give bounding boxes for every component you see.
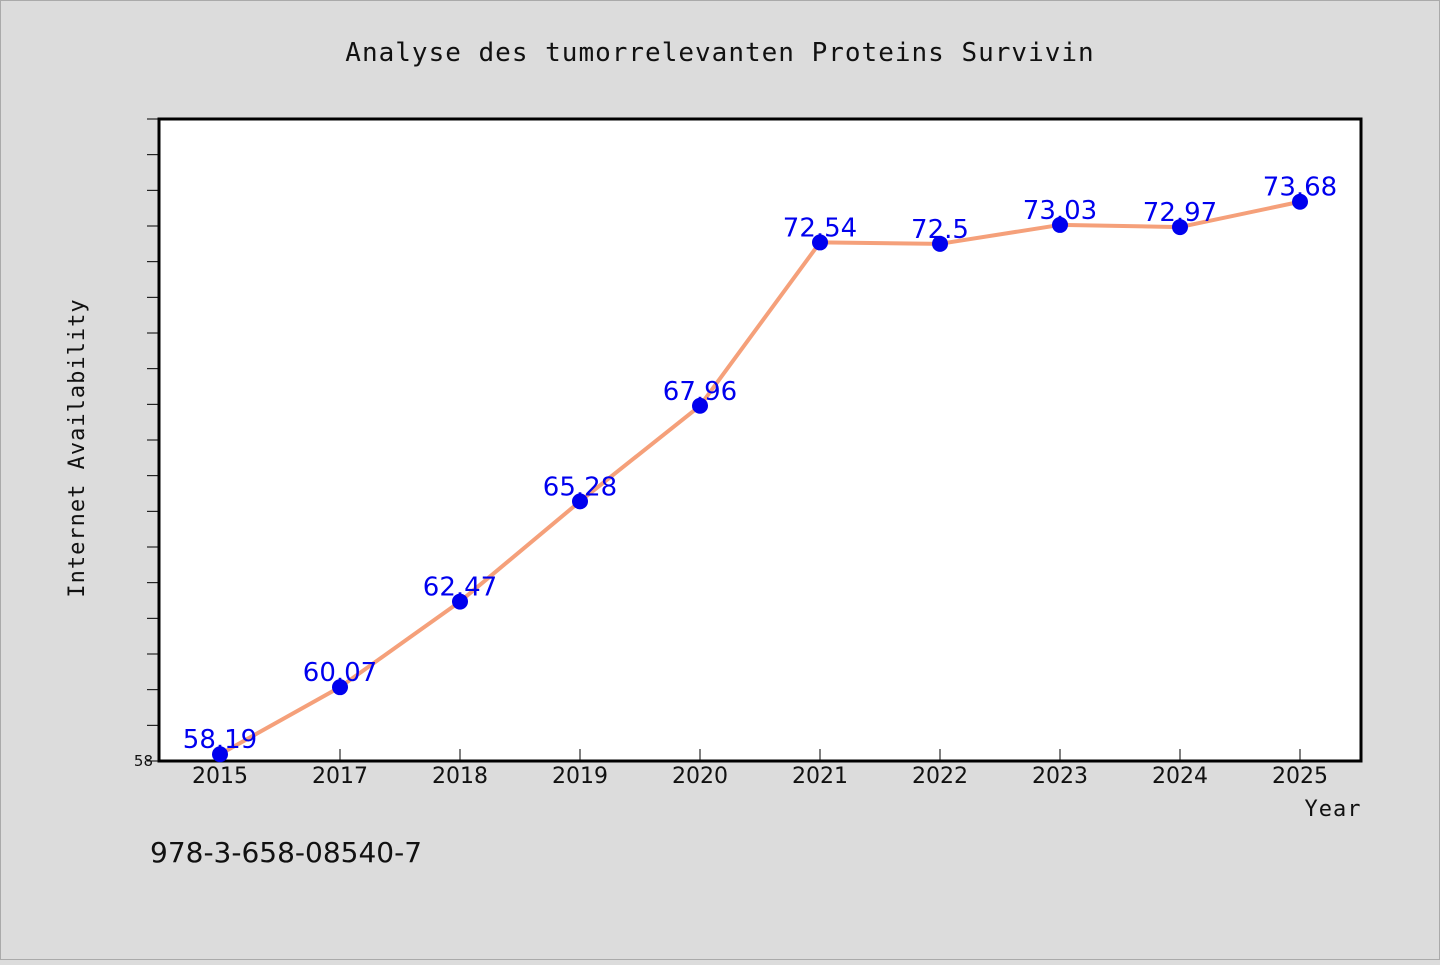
chart-title: Analyse des tumorrelevanten Proteins Sur… (345, 38, 1094, 68)
data-point (932, 235, 948, 252)
data-label: 73.03 (1023, 196, 1097, 226)
data-point (572, 493, 588, 510)
x-tick-label: 2018 (432, 764, 488, 789)
data-point (332, 679, 348, 696)
data-point (692, 397, 708, 414)
x-tick-label: 2019 (552, 764, 608, 789)
data-label-layer: 58.19 60.07 62.47 65.28 67.96 72.54 72.5 73.03 7… (183, 173, 1337, 755)
x-tick-label: 2015 (192, 764, 248, 789)
x-tick-label: 2022 (912, 764, 968, 789)
data-label: 72.5 (911, 215, 969, 245)
data-label: 60.07 (303, 658, 377, 688)
series-line (219, 199, 1301, 756)
data-label: 58.19 (183, 725, 257, 755)
data-label: 73.68 (1263, 173, 1337, 203)
y-axis-label: Internet Availability (65, 298, 90, 597)
data-label: 65.28 (543, 472, 617, 502)
data-point (1052, 216, 1068, 233)
data-point (812, 234, 828, 251)
data-label: 72.97 (1143, 198, 1217, 228)
y-axis-ticks: 58 (134, 118, 159, 770)
data-label: 62.47 (423, 573, 497, 603)
data-point (452, 593, 468, 610)
data-label: 67.96 (663, 377, 737, 407)
x-axis-ticks: 2015 2017 2018 2019 2020 2021 2022 2023 2024 2025 (192, 749, 1328, 789)
x-axis-label: Year (1305, 797, 1362, 822)
x-tick-label: 2021 (792, 764, 848, 789)
series-layer (212, 193, 1308, 763)
x-tick-label: 2025 (1272, 764, 1328, 789)
y-tick-label: 58 (134, 752, 153, 770)
data-label: 72.54 (783, 213, 857, 243)
x-tick-label: 2017 (312, 764, 368, 789)
x-tick-label: 2024 (1152, 764, 1208, 789)
data-point (1292, 193, 1308, 210)
data-point (1172, 219, 1188, 236)
data-point (212, 746, 228, 763)
x-tick-label: 2023 (1032, 764, 1088, 789)
isbn-footer: 978-3-658-08540-7 (150, 836, 422, 869)
x-tick-label: 2020 (672, 764, 728, 789)
